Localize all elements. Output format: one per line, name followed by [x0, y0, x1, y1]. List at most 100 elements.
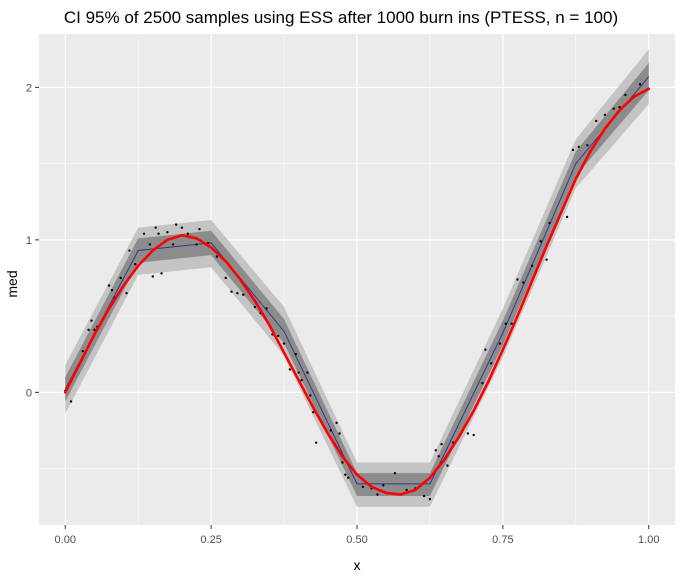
y-axis-title: med	[4, 270, 20, 297]
data-point	[428, 497, 432, 501]
data-point	[586, 144, 589, 147]
data-point	[119, 276, 122, 280]
data-point	[154, 226, 157, 229]
data-point	[81, 349, 84, 353]
data-point	[160, 272, 163, 275]
data-point	[548, 221, 551, 225]
data-point	[516, 278, 519, 281]
data-point	[282, 342, 286, 345]
x-axis-title: x	[354, 557, 361, 573]
data-point	[90, 319, 93, 322]
data-point	[166, 231, 169, 234]
data-point	[134, 263, 137, 266]
data-point	[335, 421, 338, 425]
data-point	[434, 449, 437, 452]
data-point	[186, 232, 189, 235]
data-point	[157, 232, 160, 235]
data-point	[481, 381, 484, 385]
data-point	[306, 371, 309, 374]
data-point	[466, 432, 470, 435]
data-point	[242, 293, 245, 296]
data-point	[472, 433, 475, 437]
y-tick-label: 1	[26, 235, 32, 247]
data-point	[341, 461, 344, 464]
data-point	[236, 292, 239, 295]
data-point	[128, 249, 131, 252]
data-point	[490, 362, 493, 365]
data-point	[277, 334, 280, 338]
data-point	[405, 488, 408, 492]
x-axis-ticks: 0.00 0.25 0.50 0.75 1.00	[55, 525, 659, 546]
data-point	[393, 471, 397, 475]
data-point	[539, 240, 542, 243]
data-point	[198, 227, 201, 231]
chart-title: CI 95% of 2500 samples using ESS after 1…	[64, 8, 618, 27]
data-point	[329, 429, 332, 432]
data-point	[314, 441, 318, 444]
data-point	[312, 410, 315, 414]
data-point	[422, 494, 426, 498]
data-point	[522, 281, 525, 284]
data-point	[484, 348, 487, 351]
data-point	[110, 288, 114, 292]
data-point	[361, 485, 365, 489]
data-point	[215, 255, 219, 258]
data-point	[180, 226, 184, 229]
data-point	[571, 148, 575, 152]
data-point	[545, 258, 548, 261]
x-tick-label: 0.50	[346, 534, 367, 546]
x-tick-label: 0.75	[492, 534, 513, 546]
data-point	[87, 328, 90, 332]
data-point	[148, 243, 152, 246]
y-axis-ticks: 0 1 2	[26, 82, 39, 399]
major-gridlines	[39, 34, 675, 525]
data-point	[107, 284, 111, 287]
data-point	[224, 276, 227, 280]
data-point	[207, 241, 210, 245]
data-point	[624, 93, 627, 97]
data-point	[309, 394, 312, 397]
data-point	[297, 371, 300, 374]
data-point	[603, 113, 607, 117]
x-tick-label: 0.25	[200, 534, 221, 546]
x-tick-label: 0.00	[55, 534, 76, 546]
data-point	[498, 342, 502, 345]
data-point	[151, 275, 154, 278]
data-point	[344, 473, 347, 476]
data-point	[142, 232, 146, 235]
x-tick-label: 1.00	[638, 534, 659, 546]
data-point	[288, 368, 292, 371]
true-function-curve	[63, 87, 651, 496]
data-point	[440, 442, 443, 446]
data-point	[253, 305, 257, 309]
data-point	[338, 432, 341, 435]
data-point	[230, 290, 233, 293]
data-point	[510, 322, 513, 325]
y-tick-label: 0	[26, 387, 32, 399]
data-point	[69, 400, 73, 403]
data-point	[446, 464, 449, 467]
data-point	[125, 292, 128, 295]
data-point	[612, 107, 615, 110]
data-point	[530, 264, 534, 267]
data-point	[565, 215, 569, 219]
data-point	[376, 493, 379, 496]
data-point	[437, 455, 440, 458]
data-point	[294, 353, 297, 356]
data-point	[172, 243, 175, 246]
data-point	[93, 328, 96, 332]
data-point	[577, 145, 580, 149]
data-point	[195, 243, 198, 246]
data-point	[595, 119, 598, 123]
data-point	[638, 83, 642, 86]
data-point	[504, 322, 507, 325]
y-tick-label: 2	[26, 82, 32, 94]
data-point	[347, 476, 350, 479]
data-point	[265, 307, 268, 310]
posterior-median-line	[64, 76, 650, 485]
data-point	[300, 378, 303, 382]
data-point	[382, 484, 385, 487]
data-point	[174, 223, 178, 226]
data-point	[618, 105, 621, 109]
